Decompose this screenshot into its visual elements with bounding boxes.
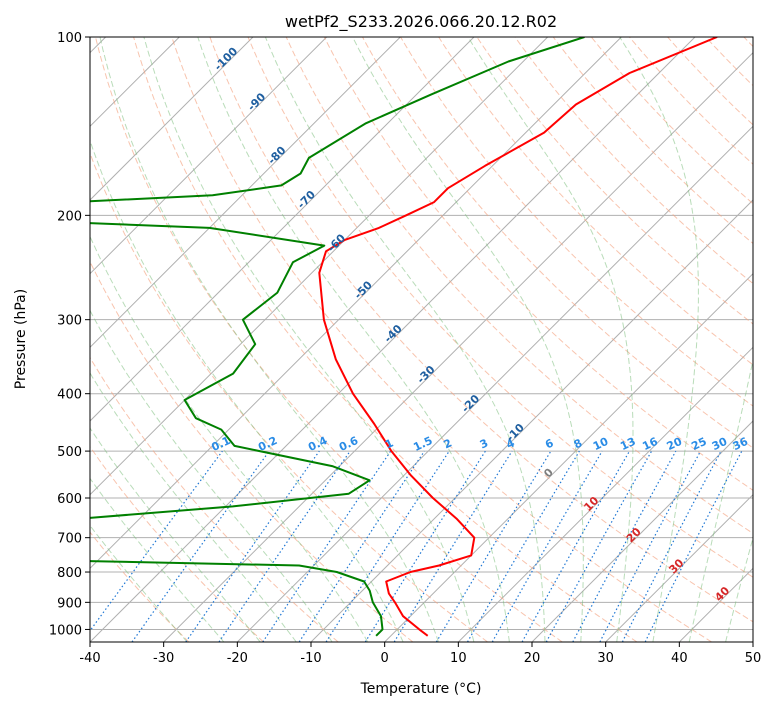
y-tick-label: 500: [57, 445, 82, 460]
y-tick-label: 600: [57, 492, 82, 507]
x-tick-label: 20: [524, 651, 541, 666]
y-tick-label: 700: [57, 532, 82, 547]
chart-title: wetPf2_S233.2026.066.20.12.R02: [285, 12, 557, 32]
y-axis-label: Pressure (hPa): [13, 289, 29, 389]
x-tick-label: -20: [227, 651, 248, 666]
y-tick-label: 300: [57, 314, 82, 329]
x-tick-label: -40: [79, 651, 100, 666]
y-tick-label: 400: [57, 388, 82, 403]
y-tick-label: 800: [57, 566, 82, 581]
y-tick-label: 200: [57, 209, 82, 224]
x-tick-label: 30: [597, 651, 614, 666]
y-tick-label: 1000: [49, 623, 82, 638]
x-tick-label: 50: [745, 651, 762, 666]
y-tick-label: 100: [57, 31, 82, 46]
x-axis-label: Temperature (°C): [360, 681, 482, 697]
x-tick-label: -10: [300, 651, 321, 666]
x-tick-label: 40: [671, 651, 688, 666]
x-tick-label: 0: [381, 651, 389, 666]
x-tick-label: 10: [450, 651, 467, 666]
y-tick-label: 900: [57, 596, 82, 611]
x-tick-label: -30: [153, 651, 174, 666]
